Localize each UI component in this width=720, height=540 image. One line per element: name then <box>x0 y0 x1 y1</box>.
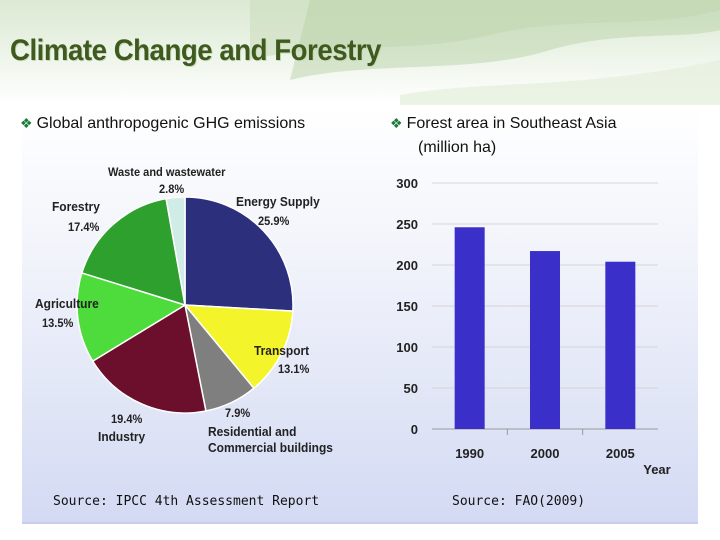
pie-label-forestry: Forestry <box>52 199 100 214</box>
pie-pct-industry: 19.4% <box>111 412 143 426</box>
pie-label-transport: Transport <box>254 343 310 358</box>
right-heading-text: Forest area in Southeast Asia <box>406 115 617 132</box>
y-tick-label: 300 <box>396 176 418 191</box>
bar-1990 <box>454 227 485 429</box>
y-tick-label: 150 <box>396 299 418 314</box>
left-source: Source: IPCC 4th Assessment Report <box>53 494 320 509</box>
pie-label-residential: Residential and Commercial buildings <box>208 424 333 455</box>
slide-title: Climate Change and Forestry <box>10 34 382 67</box>
x-tick-label: 1990 <box>455 446 484 461</box>
left-heading-text: Global anthropogenic GHG emissions <box>36 115 306 132</box>
y-tick-label: 250 <box>396 217 418 232</box>
pie-label-energy: Energy Supply <box>236 194 320 209</box>
pie-slice-agriculture <box>76 271 187 363</box>
y-tick-label: 100 <box>396 340 418 355</box>
pie-label-agriculture: Agriculture <box>35 296 99 311</box>
landscape-decoration <box>250 0 720 105</box>
pie-slice-industry <box>91 303 207 414</box>
x-tick-label: 2000 <box>531 446 560 461</box>
pie-slice-waste <box>165 196 186 306</box>
pie-pct-waste: 2.8% <box>159 182 185 196</box>
left-heading: ❖ Global anthropogenic GHG emissions <box>20 115 305 133</box>
x-axis-label: Year <box>643 462 670 477</box>
y-tick-label: 0 <box>411 422 418 437</box>
right-heading-unit: (million ha) <box>418 139 497 156</box>
bar-2005 <box>605 261 636 429</box>
pie-slice-transport <box>183 304 294 390</box>
right-source: Source: FAO(2009) <box>452 494 586 509</box>
pie-slice-energy <box>184 196 294 312</box>
pie-pct-agriculture: 13.5% <box>42 316 74 330</box>
bar-2000 <box>530 251 560 429</box>
pie-label-waste: Waste and wastewater <box>108 165 226 179</box>
diamond-bullet-icon: ❖ <box>20 115 33 131</box>
pie-label-industry: Industry <box>98 429 146 444</box>
pie-slice-forestry <box>80 197 186 307</box>
pie-pct-forestry: 17.4% <box>68 220 100 234</box>
pie-pct-transport: 13.1% <box>278 362 310 376</box>
diamond-bullet-icon: ❖ <box>390 115 403 131</box>
y-tick-label: 200 <box>396 258 418 273</box>
y-tick-label: 50 <box>404 381 418 396</box>
header-background <box>0 0 720 105</box>
pie-pct-energy: 25.9% <box>258 214 290 228</box>
right-heading: ❖ Forest area in Southeast Asia <box>390 115 616 133</box>
x-tick-label: 2005 <box>606 446 635 461</box>
pie-pct-residential: 7.9% <box>225 406 251 420</box>
